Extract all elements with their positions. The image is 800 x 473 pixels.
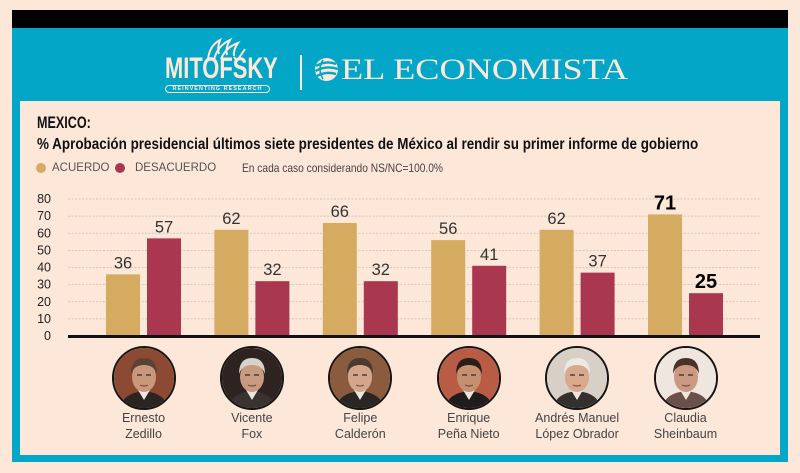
bar-desacuerdo	[580, 272, 615, 335]
mitofsky-bird-logo-icon	[207, 37, 246, 62]
data-label-desacuerdo: 25	[695, 271, 717, 293]
category-label: Enrique Peña Nieto	[437, 411, 500, 441]
data-label-acuerdo: 62	[547, 210, 565, 228]
data-label-acuerdo: 66	[331, 203, 349, 221]
logo-divider	[300, 55, 302, 90]
bar-acuerdo	[648, 214, 682, 335]
legend-label-desacuerdo: DESACUERDO	[135, 162, 217, 174]
data-label-acuerdo: 36	[114, 254, 132, 272]
top-black-bar	[12, 10, 788, 28]
bar-desacuerdo	[147, 238, 181, 335]
y-tick-label: 10	[37, 312, 51, 326]
el-economista-globe-icon	[314, 58, 339, 81]
data-label-desacuerdo: 41	[480, 246, 498, 264]
bar-acuerdo	[322, 222, 357, 335]
category-label: Andrés Manuel López Obrador	[535, 411, 620, 441]
chart-annotation: En cada caso considerando NS/NC=100.0%	[242, 161, 444, 175]
mitofsky-logo: MITOFSKY	[165, 52, 278, 85]
chart-title: % Aprobación presidencial últimos siete …	[37, 136, 699, 153]
legend-swatch-desacuerdo	[115, 163, 125, 173]
portrait-photo-sheinbaum	[653, 346, 718, 410]
portrait-photo-zedillo	[111, 346, 176, 410]
data-label-acuerdo: 71	[654, 192, 676, 214]
data-label-desacuerdo: 57	[155, 218, 173, 236]
legend-swatch-acuerdo	[36, 163, 46, 173]
y-tick-label: 30	[37, 278, 51, 292]
portrait-photo-lopez-obrador	[545, 346, 610, 410]
bar-acuerdo	[106, 274, 140, 335]
legend-label-acuerdo: ACUERDO	[52, 162, 110, 174]
bar-acuerdo	[214, 229, 249, 335]
bar-acuerdo	[539, 229, 574, 335]
y-tick-label: 60	[37, 226, 51, 240]
el-economista-logo: EL ECONOMISTA	[341, 53, 629, 86]
data-label-desacuerdo: 32	[263, 261, 281, 279]
portrait-photo-fox	[219, 346, 284, 410]
category-label: Vicente Fox	[231, 411, 273, 441]
bar-desacuerdo	[689, 293, 723, 335]
data-label-acuerdo: 62	[222, 210, 240, 228]
portrait-photo-calderon	[328, 346, 393, 410]
y-tick-label: 0	[44, 329, 51, 343]
data-label-desacuerdo: 32	[372, 261, 390, 279]
bar-acuerdo	[431, 240, 466, 335]
region-label: MEXICO:	[37, 113, 91, 132]
y-tick-label: 70	[37, 209, 51, 223]
y-tick-label: 40	[37, 261, 51, 275]
y-tick-label: 50	[37, 243, 51, 257]
bar-desacuerdo	[255, 281, 290, 335]
bar-desacuerdo	[363, 281, 398, 335]
mitofsky-tagline: REINVENTING RESEARCH	[165, 85, 270, 93]
y-tick-label: 20	[37, 295, 51, 309]
data-label-desacuerdo: 37	[588, 253, 606, 271]
category-label: Ernesto Zedillo	[121, 411, 166, 441]
bar-chart: 0 10 20 30 40 50 60 70 80 36 62 66 56 62 71 57 32 32 41 37 2…	[37, 192, 760, 343]
y-tick-label: 80	[37, 192, 51, 206]
bar-desacuerdo	[472, 265, 507, 335]
portrait-photo-pena-nieto	[436, 346, 501, 410]
category-label: Claudia Sheinbaum	[653, 411, 718, 441]
data-label-acuerdo: 56	[439, 220, 457, 238]
category-label: Felipe Calderón	[334, 411, 386, 441]
